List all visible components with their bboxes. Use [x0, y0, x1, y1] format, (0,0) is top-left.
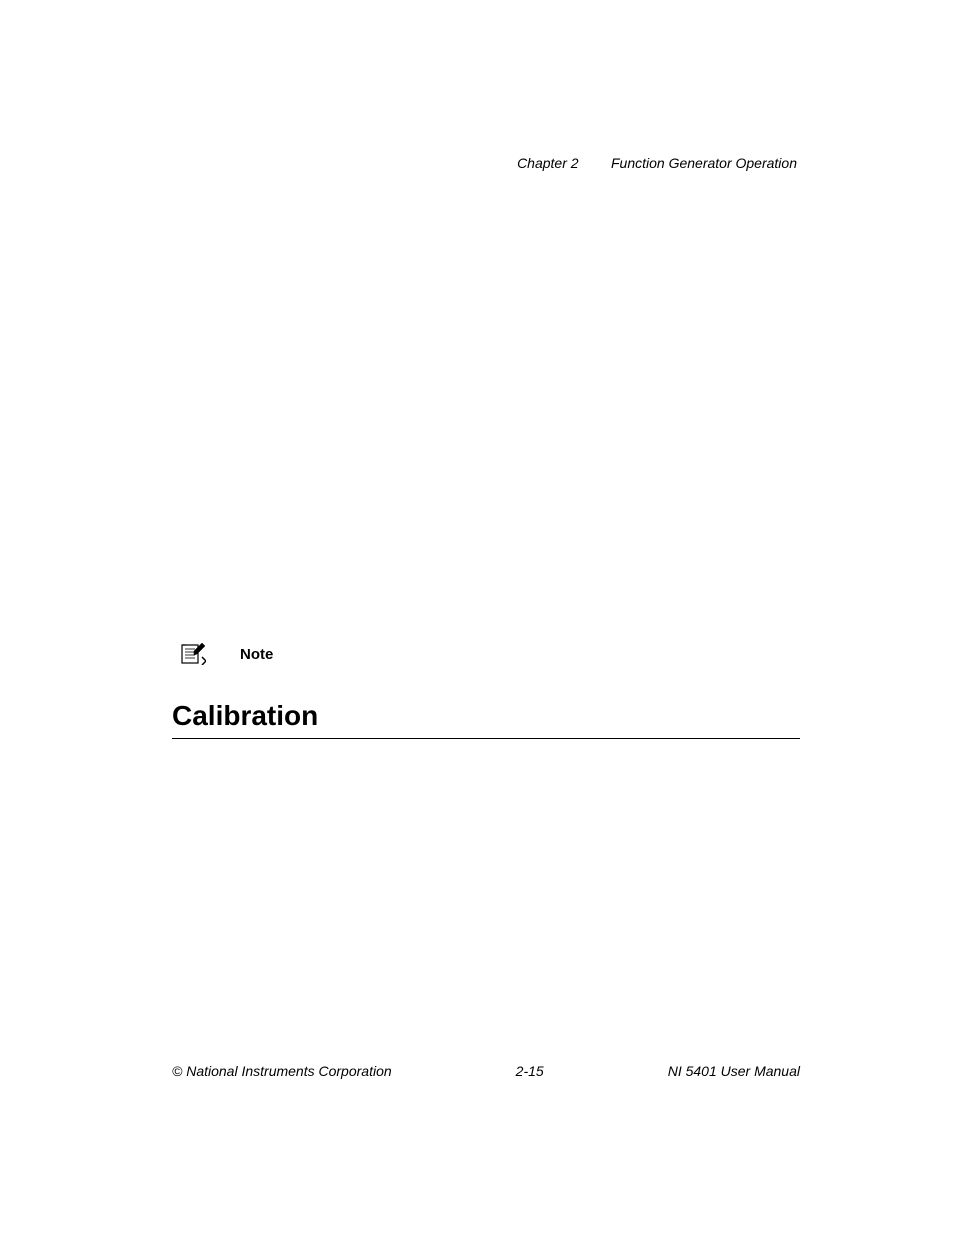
footer-copyright: © National Instruments Corporation: [172, 1063, 392, 1079]
note-label: Note: [240, 646, 273, 663]
section-heading-container: Calibration: [172, 700, 800, 739]
footer-manual-title: NI 5401 User Manual: [668, 1063, 800, 1079]
section-title: Calibration: [172, 700, 800, 738]
note-section: Note: [180, 643, 273, 665]
page-footer: © National Instruments Corporation 2-15 …: [172, 1063, 800, 1079]
section-underline: [172, 738, 800, 739]
page-header: Chapter 2 Function Generator Operation: [517, 155, 797, 173]
footer-page-number: 2-15: [516, 1063, 544, 1079]
page-container: Chapter 2 Function Generator Operation N…: [0, 0, 954, 1235]
notepad-pencil-icon: [180, 643, 206, 665]
header-chapter-title: Function Generator Operation: [611, 155, 797, 171]
header-chapter-label: Chapter 2: [517, 155, 578, 171]
